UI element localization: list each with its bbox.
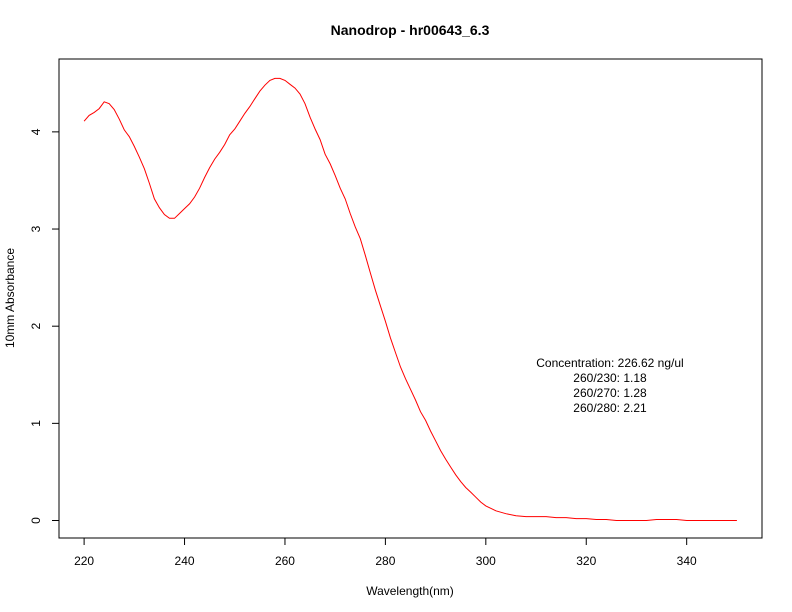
series-layer <box>83 77 737 521</box>
annotation-line: 260/280: 2.21 <box>573 401 647 415</box>
y-tick-label: 0 <box>29 517 43 524</box>
plot-frame <box>58 58 763 539</box>
y-tick-label: 4 <box>29 128 43 135</box>
y-axis-label: 10mm Absorbance <box>3 248 17 348</box>
x-tick-label: 260 <box>275 554 295 568</box>
x-tick-label: 340 <box>677 554 697 568</box>
y-tick-label: 3 <box>29 225 43 232</box>
x-axis: 220 240 260 280 300 320 340 <box>74 537 697 568</box>
x-tick-label: 320 <box>576 554 596 568</box>
annotation-line: 260/270: 1.28 <box>573 386 647 400</box>
chart-title: Nanodrop - hr00643_6.3 <box>331 22 490 38</box>
x-tick-label: 220 <box>74 554 94 568</box>
absorbance-line <box>83 77 737 521</box>
annotation-line: 260/230: 1.18 <box>573 371 647 385</box>
y-axis: 0 1 2 3 4 <box>29 128 60 524</box>
y-tick-label: 1 <box>29 420 43 427</box>
x-tick-label: 240 <box>175 554 195 568</box>
x-tick-label: 300 <box>476 554 496 568</box>
y-tick-label: 2 <box>29 323 43 330</box>
x-tick-label: 280 <box>375 554 395 568</box>
x-axis-label: Wavelength(nm) <box>366 584 454 598</box>
annotation-line: Concentration: 226.62 ng/ul <box>536 356 683 370</box>
